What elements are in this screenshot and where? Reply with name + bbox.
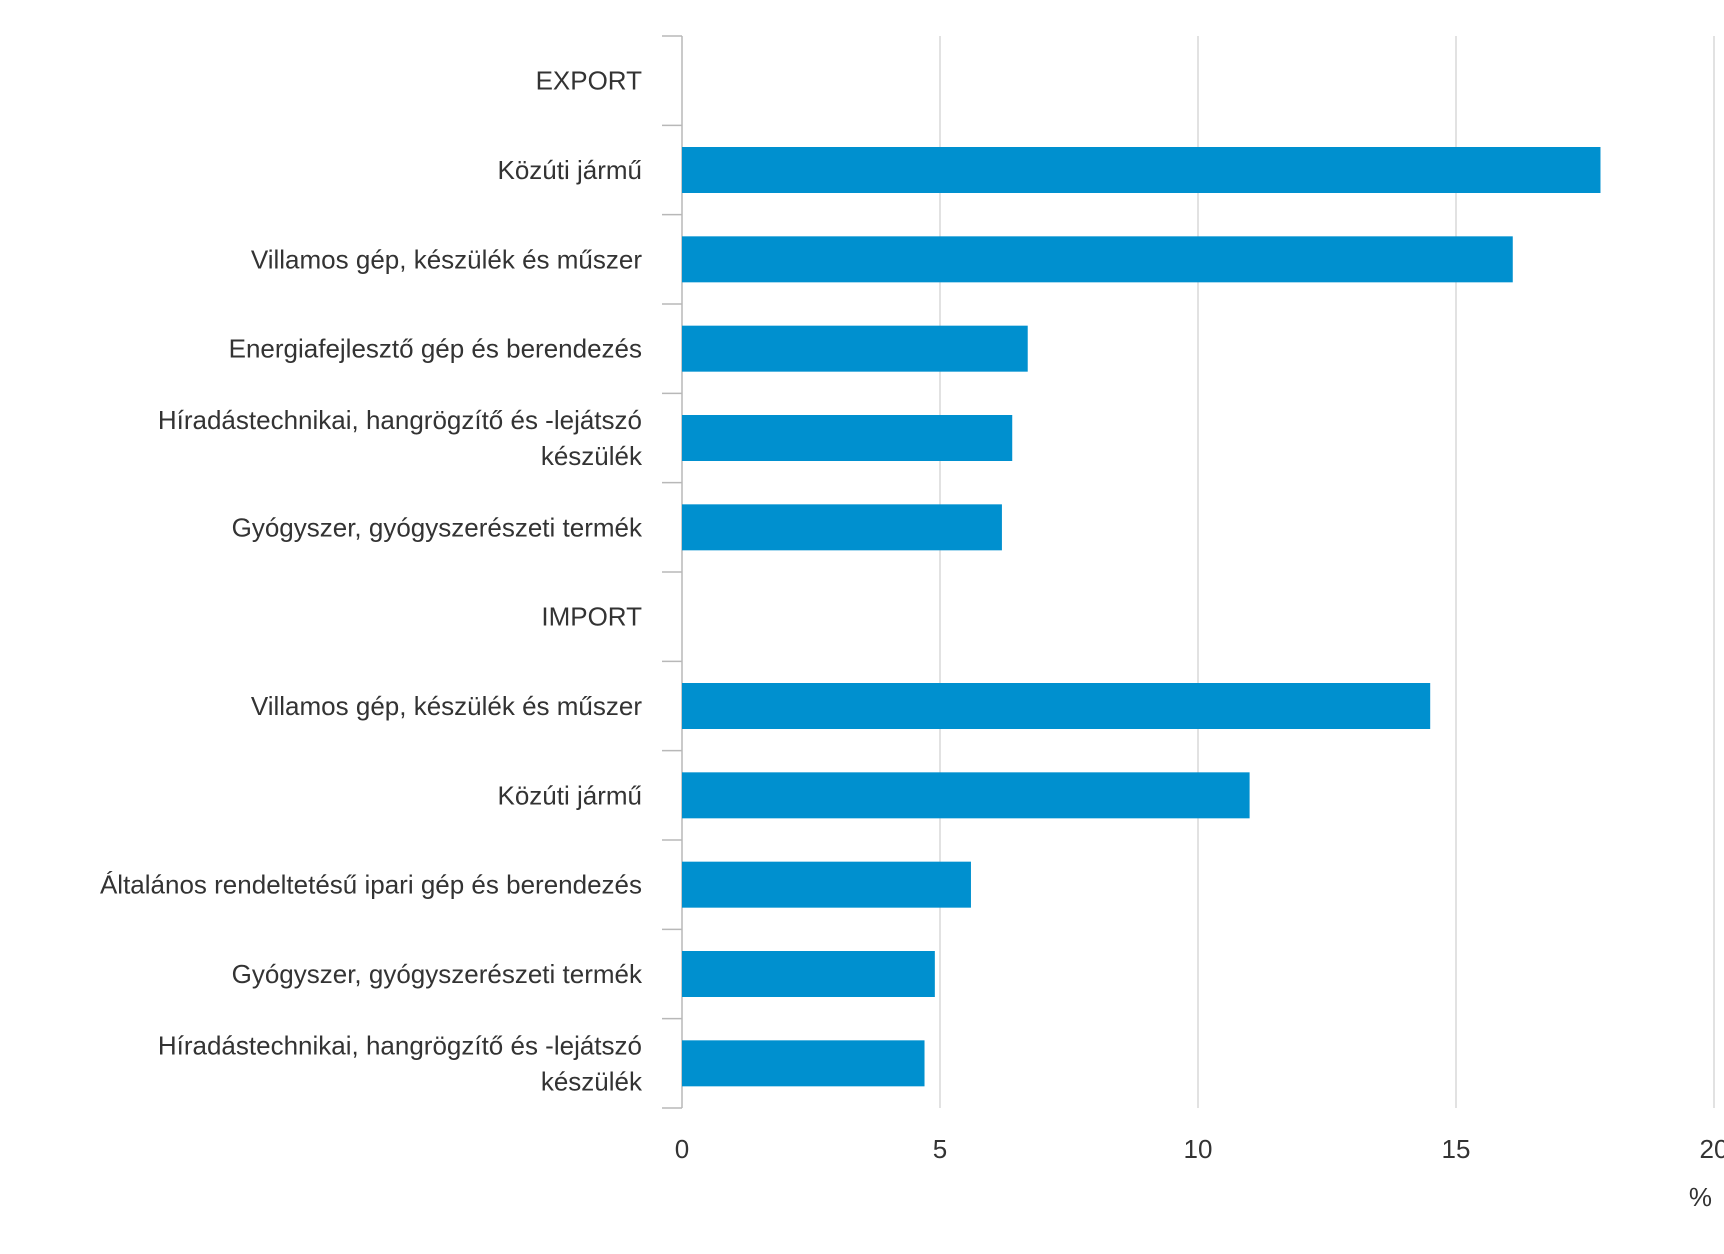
x-tick-label: 15 xyxy=(1442,1134,1471,1164)
category-label: Gyógyszer, gyógyszerészeti termék xyxy=(232,959,643,989)
category-label: Villamos gép, készülék és műszer xyxy=(251,244,642,274)
bar xyxy=(682,415,1013,461)
bar xyxy=(682,772,1250,819)
category-label: Gyógyszer, gyógyszerészeti termék xyxy=(232,512,643,542)
category-label: Közúti jármű xyxy=(498,780,643,810)
category-label: Híradástechnikai, hangrögzítő és -lejáts… xyxy=(158,405,643,471)
x-tick-label: 10 xyxy=(1184,1134,1213,1164)
category-label: Általános rendeltetésű ipari gép és bere… xyxy=(100,870,642,900)
x-tick-label: 20 xyxy=(1700,1134,1724,1164)
x-axis-unit-label: % xyxy=(1689,1182,1712,1212)
gridlines xyxy=(939,36,1715,1108)
bar xyxy=(682,504,1002,551)
category-label: Energiafejlesztő gép és berendezés xyxy=(229,334,642,364)
category-labels: EXPORT Közúti jármű Villamos gép, készülék… xyxy=(100,66,643,1097)
bars xyxy=(682,147,1601,1087)
bar xyxy=(682,683,1431,729)
category-label: IMPORT xyxy=(541,602,642,632)
bar xyxy=(682,861,971,908)
bar xyxy=(682,951,935,997)
category-label: Közúti jármű xyxy=(498,155,643,185)
category-label: Híradástechnikai, hangrögzítő és -lejáts… xyxy=(158,1030,643,1096)
bar xyxy=(682,325,1028,372)
category-label: EXPORT xyxy=(536,66,643,96)
bar xyxy=(682,236,1513,283)
x-tick-label: 5 xyxy=(933,1134,947,1164)
x-tick-label: 0 xyxy=(675,1134,689,1164)
bar xyxy=(682,1040,925,1087)
x-axis-ticks: 0 5 10 15 20 xyxy=(675,1134,1724,1164)
bar xyxy=(682,147,1601,193)
y-axis xyxy=(662,35,683,1109)
category-label: Villamos gép, készülék és műszer xyxy=(251,691,642,721)
